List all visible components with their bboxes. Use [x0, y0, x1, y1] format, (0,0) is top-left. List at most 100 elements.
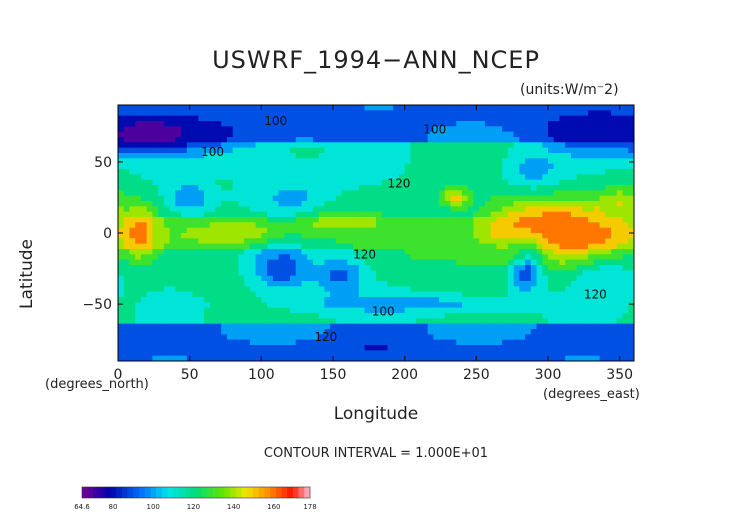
heatmap-cell — [496, 169, 503, 175]
heatmap-cell — [238, 233, 245, 239]
heatmap-cell — [135, 350, 142, 357]
heatmap-cell — [593, 286, 600, 293]
heatmap-cell — [324, 121, 331, 127]
heatmap-cell — [565, 339, 572, 346]
heatmap-cell — [163, 222, 170, 229]
heatmap-cell — [381, 249, 388, 255]
heatmap-cell — [450, 185, 457, 191]
heatmap-cell — [335, 131, 342, 138]
heatmap-cell — [588, 339, 595, 346]
heatmap-cell — [490, 105, 497, 111]
heatmap-cell — [278, 169, 285, 175]
heatmap-cell — [387, 313, 394, 319]
heatmap-cell — [370, 190, 377, 197]
heatmap-cell — [398, 307, 406, 314]
heatmap-cell — [479, 121, 486, 127]
heatmap-cell — [559, 126, 566, 133]
heatmap-cell — [553, 201, 560, 207]
heatmap-cell — [295, 190, 302, 197]
heatmap-cell — [278, 318, 285, 325]
heatmap-cell — [473, 126, 480, 133]
heatmap-cell — [410, 286, 417, 293]
heatmap-cell — [152, 275, 159, 282]
heatmap-cell — [118, 270, 125, 277]
heatmap-cell — [490, 313, 497, 319]
heatmap-cell — [381, 206, 388, 213]
heatmap-cell — [416, 126, 423, 133]
heatmap-cell — [622, 313, 629, 319]
heatmap-cell — [490, 179, 497, 186]
heatmap-cell — [192, 115, 199, 122]
heatmap-cell — [163, 355, 170, 362]
heatmap-cell — [370, 153, 377, 159]
heatmap-cell — [444, 238, 451, 245]
heatmap-cell — [467, 163, 474, 170]
heatmap-cell — [295, 270, 302, 277]
heatmap-cell — [249, 275, 256, 282]
heatmap-cell — [192, 334, 199, 341]
heatmap-cell — [301, 137, 308, 143]
heatmap-cell — [421, 179, 428, 186]
heatmap-cell — [123, 105, 130, 111]
heatmap-cell — [232, 270, 239, 277]
heatmap-cell — [599, 350, 606, 357]
heatmap-cell — [416, 201, 423, 207]
heatmap-cell — [249, 270, 256, 277]
heatmap-cell — [427, 345, 434, 351]
heatmap-cell — [335, 227, 342, 234]
heatmap-cell — [135, 206, 142, 213]
heatmap-cell — [204, 238, 211, 245]
heatmap-cell — [473, 169, 480, 175]
heatmap-cell — [290, 233, 297, 239]
heatmap-cell — [593, 158, 600, 165]
heatmap-cell — [186, 238, 193, 245]
heatmap-cell — [129, 259, 136, 266]
heatmap-cell — [186, 249, 193, 255]
heatmap-cell — [244, 206, 251, 213]
heatmap-cell — [261, 286, 268, 293]
heatmap-cell — [312, 195, 320, 202]
heatmap-cell — [330, 345, 337, 351]
heatmap-cell — [467, 334, 474, 341]
heatmap-cell — [140, 147, 148, 154]
heatmap-cell — [330, 227, 337, 234]
heatmap-cell — [152, 153, 159, 159]
heatmap-cell — [387, 281, 394, 287]
heatmap-cell — [169, 318, 176, 325]
heatmap-cell — [490, 339, 497, 346]
heatmap-cell — [444, 334, 451, 341]
heatmap-cell — [232, 259, 239, 266]
heatmap-cell — [559, 153, 566, 159]
heatmap-cell — [307, 270, 314, 277]
heatmap-cell — [238, 105, 245, 111]
heatmap-cell — [553, 147, 560, 154]
heatmap-cell — [244, 131, 251, 138]
heatmap-cell — [140, 131, 148, 138]
heatmap-cell — [192, 286, 199, 293]
heatmap-cell — [295, 206, 302, 213]
heatmap-cell — [588, 318, 595, 325]
heatmap-cell — [513, 345, 520, 351]
heatmap-cell — [255, 179, 262, 186]
heatmap-cell — [525, 350, 532, 357]
heatmap-cell — [307, 313, 314, 319]
heatmap-cell — [204, 147, 211, 154]
heatmap-cell — [467, 275, 474, 282]
heatmap-cell — [335, 249, 342, 255]
heatmap-cell — [209, 238, 216, 245]
heatmap-cell — [318, 185, 325, 191]
heatmap-cell — [123, 174, 130, 181]
heatmap-cell — [267, 281, 274, 287]
heatmap-cell — [582, 169, 589, 175]
heatmap-cell — [513, 318, 520, 325]
heatmap-cell — [462, 259, 469, 266]
heatmap-cell — [118, 355, 125, 362]
heatmap-cell — [496, 243, 503, 250]
heatmap-cell — [152, 355, 159, 362]
heatmap-cell — [565, 307, 572, 314]
heatmap-cell — [181, 169, 188, 175]
heatmap-cell — [129, 334, 136, 341]
heatmap-cell — [272, 115, 279, 122]
heatmap-cell — [507, 110, 514, 117]
heatmap-cell — [215, 206, 222, 213]
